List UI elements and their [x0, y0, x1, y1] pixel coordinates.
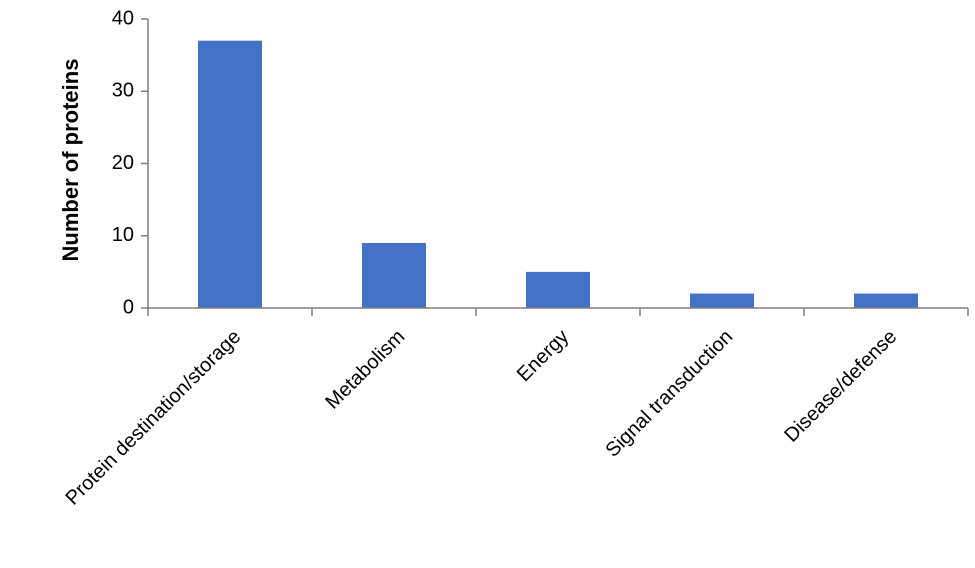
y-tick-label: 10 — [112, 224, 134, 246]
bar — [526, 271, 590, 308]
bar — [854, 293, 918, 308]
x-tick-label: Energy — [513, 326, 573, 386]
y-tick-label: 0 — [123, 296, 134, 318]
y-tick-label: 30 — [112, 80, 134, 102]
x-tick-label: Signal transduction — [601, 326, 737, 462]
bar — [362, 242, 426, 308]
bar — [690, 293, 754, 308]
x-tick-label: Protein destination/storage — [61, 326, 245, 510]
y-axis-label: Number of proteins — [58, 59, 83, 262]
x-tick-label: Disease/defense — [780, 326, 901, 447]
bar — [198, 40, 262, 309]
y-tick-label: 20 — [112, 152, 134, 174]
x-tick-label: Metabolism — [321, 326, 409, 414]
y-tick-label: 40 — [112, 7, 134, 29]
